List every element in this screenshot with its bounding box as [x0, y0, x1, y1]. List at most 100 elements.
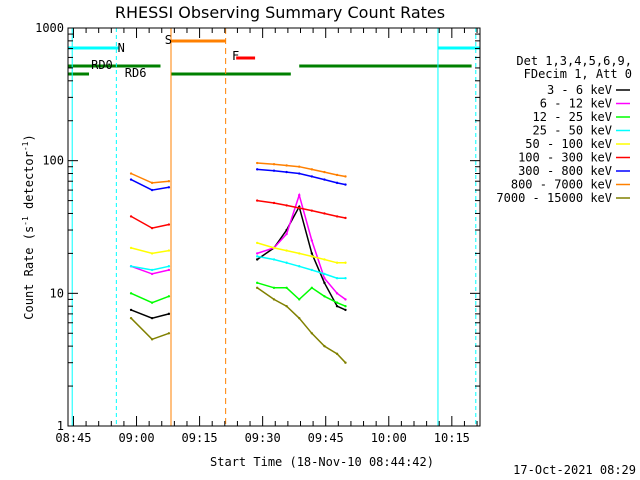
series-point: [310, 255, 314, 258]
series-point: [323, 277, 326, 280]
series-line: [257, 255, 346, 279]
legend-label: 7000 - 15000 keV: [496, 191, 612, 205]
series-point: [344, 298, 347, 301]
y-tick-label: 1000: [35, 21, 64, 35]
series-point: [129, 292, 133, 295]
x-tick-label: 09:30: [245, 431, 281, 445]
series-point: [255, 286, 259, 290]
series-point: [335, 292, 339, 295]
series-point: [344, 183, 347, 186]
series-point: [150, 272, 154, 276]
series-line: [256, 242, 346, 264]
series-point: [129, 246, 133, 250]
series-point: [255, 258, 259, 261]
series-point: [344, 175, 347, 178]
plot-frame: [67, 27, 481, 427]
legend-label: 100 - 300 keV: [518, 151, 612, 165]
series-point: [150, 188, 154, 192]
series-point: [285, 164, 288, 167]
series-point: [298, 193, 301, 197]
series-point: [310, 168, 314, 171]
series-point: [167, 180, 171, 183]
footer-date: 17-Oct-2021 08:29: [513, 463, 636, 477]
x-tick-label: 10:00: [371, 431, 407, 445]
series-point: [150, 268, 154, 272]
series-point: [167, 332, 171, 335]
series-point: [255, 281, 259, 285]
series-line: [257, 162, 346, 178]
series-point: [335, 215, 339, 218]
y-axis-label: Count Rate (s-1 detector-1): [21, 134, 36, 319]
legend-label: 25 - 50 keV: [533, 124, 612, 138]
series-point: [335, 181, 339, 185]
series-point: [344, 361, 347, 364]
series-6: [129, 168, 347, 192]
series-line: [257, 168, 346, 186]
legend-header-1: Det 1,3,4,5,6,9,: [516, 54, 632, 68]
series-point: [298, 316, 301, 320]
series-point: [323, 344, 326, 348]
series-point: [129, 316, 133, 320]
x-tick-label: 09:15: [182, 431, 218, 445]
chart-title: RHESSI Observing Summary Count Rates: [115, 3, 445, 22]
series-point: [323, 295, 326, 298]
series-point: [150, 316, 154, 320]
flag-label: S: [165, 33, 172, 47]
series-lines: [129, 161, 347, 364]
series-point: [335, 261, 339, 264]
series-point: [129, 172, 133, 175]
x-axis-label: Start Time (18-Nov-10 08:44:42): [210, 455, 434, 469]
series-point: [150, 252, 154, 255]
legend-label: 12 - 25 keV: [533, 110, 612, 124]
series-point: [344, 304, 347, 308]
x-tick-label: 08:45: [55, 431, 91, 445]
x-tick-label: 09:00: [118, 431, 154, 445]
series-point: [272, 258, 276, 261]
series-point: [129, 215, 133, 218]
flag-bars: N S F RD0 RD6: [68, 28, 480, 426]
legend-label: 50 - 100 keV: [525, 137, 612, 151]
series-point: [310, 286, 314, 290]
legend-label: 800 - 7000 keV: [511, 178, 612, 192]
series-8: [129, 286, 347, 364]
series-point: [167, 295, 171, 298]
series-point: [129, 178, 133, 181]
series-point: [150, 338, 154, 341]
flag-label: RD0: [91, 58, 113, 72]
series-point: [272, 298, 276, 301]
series-5: [129, 199, 347, 230]
x-axis: 08:45 09:00 09:15 09:30 09:45 10:00 10:15: [55, 28, 478, 445]
series-point: [335, 301, 339, 304]
series-2: [129, 281, 347, 308]
series-point: [167, 249, 171, 252]
series-point: [323, 170, 326, 174]
series-point: [272, 246, 276, 250]
series-3: [129, 255, 347, 280]
series-point: [167, 312, 171, 316]
legend-label: 300 - 800 keV: [518, 164, 612, 178]
series-point: [310, 239, 314, 242]
series-point: [323, 258, 326, 261]
series-point: [298, 298, 301, 301]
legend: Det 1,3,4,5,6,9, FDecim 1, Att 0 3 - 6 k…: [496, 54, 632, 205]
y-tick-label: 1: [57, 419, 64, 433]
series-point: [298, 265, 301, 268]
legend-label: 3 - 6 keV: [547, 83, 612, 97]
series-point: [285, 304, 288, 308]
x-tick-label: 10:15: [434, 431, 470, 445]
series-point: [285, 261, 288, 264]
series-point: [255, 252, 259, 255]
series-point: [255, 168, 259, 171]
series-point: [272, 169, 276, 172]
legend-header-2: FDecim 1, Att 0: [524, 67, 632, 81]
series-point: [129, 265, 133, 268]
y-tick-label: 10: [50, 286, 64, 300]
series-point: [335, 352, 339, 356]
series-line: [256, 192, 346, 301]
series-point: [150, 181, 154, 185]
series-point: [298, 206, 301, 210]
series-point: [310, 268, 314, 272]
series-line: [256, 287, 347, 364]
